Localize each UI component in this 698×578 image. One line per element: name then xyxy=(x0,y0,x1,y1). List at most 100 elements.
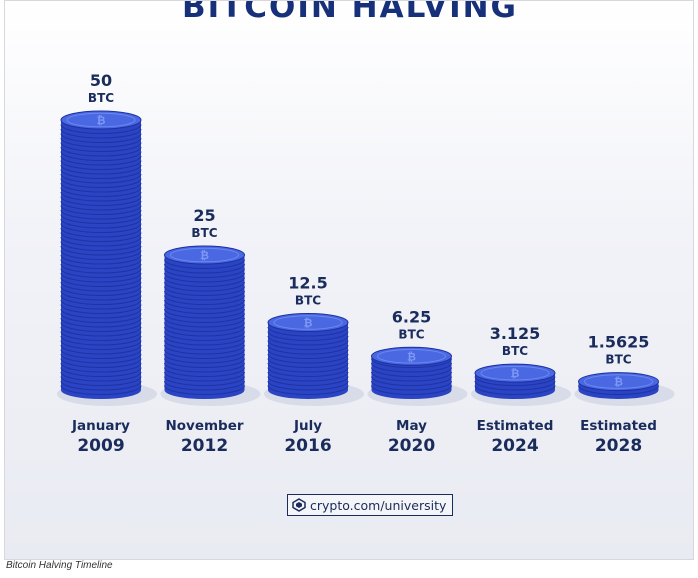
coin-edge-line xyxy=(163,380,246,391)
coin-edge-line xyxy=(267,349,349,360)
coin-edge-line xyxy=(60,250,142,261)
coin-edge-line xyxy=(370,358,453,369)
coin-edge-line xyxy=(60,268,142,279)
coin-edge-line xyxy=(60,376,142,387)
value-label: 3.125 xyxy=(490,324,541,343)
coin-edge-line xyxy=(60,263,142,274)
coin-edge-line xyxy=(370,371,453,382)
coin-edge-line xyxy=(60,137,142,148)
coin-edge-line xyxy=(267,380,349,391)
coin-edge-line xyxy=(163,313,246,324)
coin-edge-line xyxy=(60,146,142,157)
coin-edge-line xyxy=(163,308,246,319)
coin-edge-line xyxy=(267,353,349,364)
value-label: 12.5 xyxy=(288,274,327,293)
category-year-label: 2020 xyxy=(388,436,435,456)
bitcoin-icon: ₿ xyxy=(97,114,106,127)
coin-edge-line xyxy=(60,344,142,355)
coin-edge-line xyxy=(60,218,142,229)
category-month-label: Estimated xyxy=(477,418,554,434)
coin-top-face xyxy=(578,372,659,392)
coin-edge-line xyxy=(60,304,142,315)
bitcoin-icon: ₿ xyxy=(304,317,313,330)
coin-edge-line xyxy=(163,362,246,373)
bitcoin-icon: ₿ xyxy=(614,376,623,389)
coin-edge-line xyxy=(163,371,246,382)
coin-edge-line xyxy=(370,380,453,391)
unit-label: BTC xyxy=(88,91,114,105)
coin-edge-line xyxy=(60,164,142,175)
chart-title: BITCOIN HALVING xyxy=(181,0,519,25)
coin-edge-line xyxy=(60,349,142,360)
coin-edge-line xyxy=(267,367,349,378)
coin-edge-line xyxy=(60,155,142,166)
coin-edge-line xyxy=(577,385,660,396)
coin-edge-line xyxy=(60,340,142,351)
coin-edge-line xyxy=(267,358,349,369)
value-label: 50 xyxy=(90,71,112,90)
category-month-label: July xyxy=(293,418,322,434)
value-label: 1.5625 xyxy=(588,333,650,352)
crypto-com-logo-icon xyxy=(292,498,306,512)
coin-edge-line xyxy=(163,286,246,297)
coin-edge-line xyxy=(163,277,246,288)
coin-edge-line xyxy=(163,376,246,387)
coin-edge-line xyxy=(60,353,142,364)
category-month-label: May xyxy=(396,418,427,434)
image-caption: Bitcoin Halving Timeline xyxy=(6,560,113,571)
coin-edge-line xyxy=(60,259,142,270)
brand-url: crypto.com/university xyxy=(310,497,447,513)
coin-edge-line xyxy=(60,254,142,265)
brand-badge[interactable]: crypto.com/university xyxy=(287,494,454,516)
coin-edge-line xyxy=(474,376,556,387)
coin-edge-line xyxy=(60,299,142,310)
category-year-label: 2028 xyxy=(595,436,642,456)
coin-edge-line xyxy=(60,160,142,171)
coin-edge-line xyxy=(60,173,142,184)
coin-top-rim xyxy=(584,374,653,389)
coin-edge-line xyxy=(60,223,142,234)
coin-edge-line xyxy=(60,245,142,256)
category-year-label: 2009 xyxy=(77,436,124,456)
coin-edge-line xyxy=(60,124,142,135)
coin-edge-line xyxy=(163,322,246,333)
coin-edge-line xyxy=(60,151,142,162)
coin-edge-line xyxy=(60,335,142,346)
bitcoin-icon: ₿ xyxy=(407,350,416,363)
coin-edge-line xyxy=(163,290,246,301)
coin-edge-line xyxy=(60,272,142,283)
coin-edge-line xyxy=(163,281,246,292)
value-label: 25 xyxy=(193,206,215,225)
coin-edge-line xyxy=(267,335,349,346)
coin-edge-line xyxy=(163,326,246,337)
coin-edge-line xyxy=(163,304,246,315)
category-year-label: 2016 xyxy=(284,436,331,456)
bitcoin-icon: ₿ xyxy=(511,367,520,380)
coin-edge-line xyxy=(370,362,453,373)
coin-edge-line xyxy=(163,358,246,369)
coin-edge-line xyxy=(267,385,349,396)
coin-edge-line xyxy=(60,358,142,369)
coin-edge-line xyxy=(60,326,142,337)
unit-label: BTC xyxy=(191,226,217,240)
coin-edge-line xyxy=(163,263,246,274)
category-month-label: Estimated xyxy=(580,418,657,434)
category-year-label: 2024 xyxy=(491,436,538,456)
bitcoin-icon: ₿ xyxy=(200,249,209,262)
coin-edge-line xyxy=(60,142,142,153)
coin-edge-line xyxy=(60,385,142,396)
coin-edge-line xyxy=(163,353,246,364)
coin-edge-line xyxy=(163,268,246,279)
coin-edge-line xyxy=(60,209,142,220)
coin-edge-line xyxy=(60,205,142,216)
coin-top-face xyxy=(474,363,556,383)
coin-edge-line xyxy=(163,295,246,306)
coin-edge-line xyxy=(370,376,453,387)
coin-edge-line xyxy=(60,178,142,189)
coin-edge-line xyxy=(60,232,142,243)
coin-edge-line xyxy=(163,385,246,396)
coin-edge-line xyxy=(60,317,142,328)
coin-top-rim xyxy=(170,247,239,263)
coin-top-face xyxy=(267,313,349,332)
coin-edge-line xyxy=(163,349,246,360)
